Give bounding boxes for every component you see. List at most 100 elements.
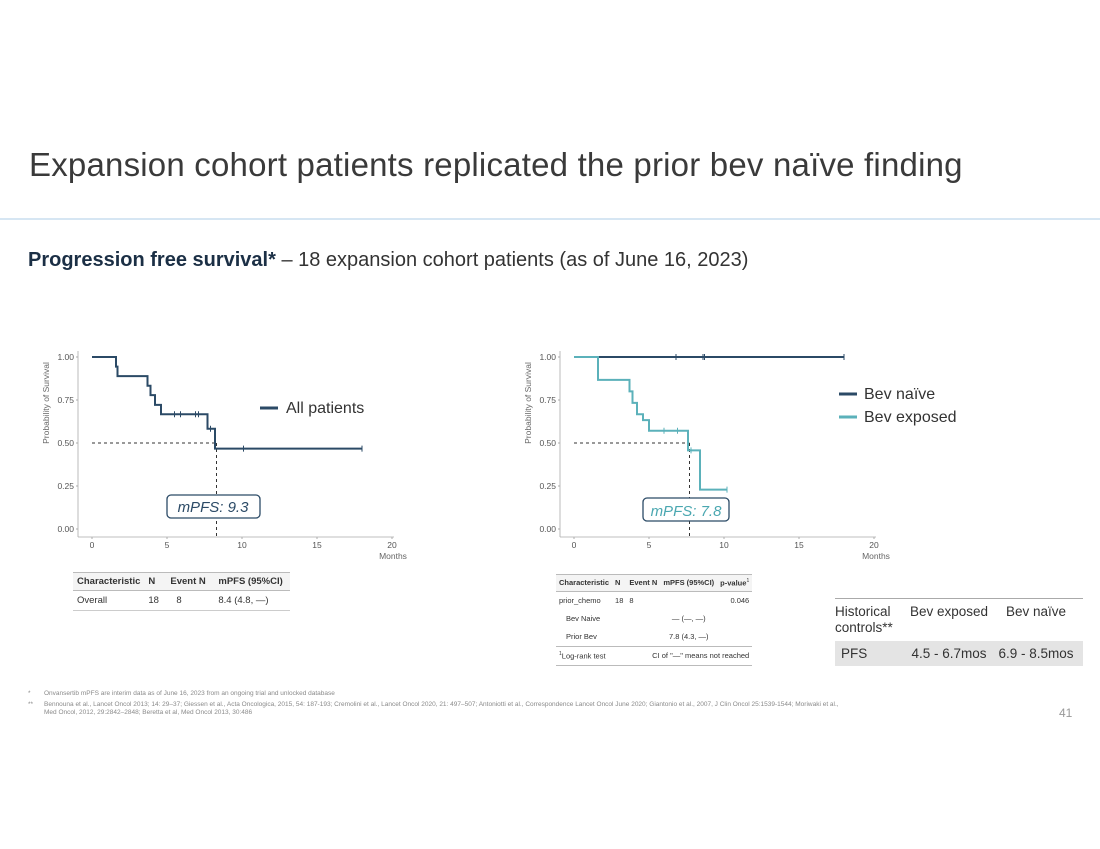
x-tick-label: 20 bbox=[387, 540, 397, 550]
x-tick-label: 0 bbox=[90, 540, 95, 550]
x-tick-label: 5 bbox=[647, 540, 652, 550]
subtitle-rest: – 18 expansion cohort patients (as of Ju… bbox=[275, 249, 749, 271]
historical-header-row: Historical controls** Bev exposed Bev na… bbox=[835, 598, 1083, 641]
footnote-right: CI of "—" means not reached bbox=[626, 645, 753, 666]
table-cell bbox=[626, 610, 660, 628]
y-tick-label: 0.75 bbox=[57, 395, 74, 405]
footnote-mark: ** bbox=[28, 701, 34, 708]
x-tick-label: 10 bbox=[237, 540, 247, 550]
km-chart-bev-status: Probability of Survival 0.00 0.25 0.50 0.75… bbox=[523, 351, 957, 561]
mpfs-label: mPFS: 9.3 bbox=[178, 499, 250, 516]
y-axis-label: Probability of Survival bbox=[41, 362, 51, 444]
table-cell bbox=[626, 628, 660, 647]
footnote-mark: * bbox=[28, 690, 31, 697]
footnote-1: * Onvansertib mPFS are interim data as of… bbox=[28, 690, 335, 697]
km-chart-all-patients: Probability of Survival 0.00 0.25 0.50 0.75… bbox=[41, 351, 407, 561]
x-tick-label: 0 bbox=[572, 540, 577, 550]
x-tick-label: 15 bbox=[794, 540, 804, 550]
y-tick-label: 1.00 bbox=[539, 352, 556, 362]
x-tick-label: 10 bbox=[719, 540, 729, 550]
x-tick-label: 15 bbox=[312, 540, 322, 550]
table-cell bbox=[660, 591, 717, 610]
footnote-text: Log-rank test bbox=[561, 651, 606, 661]
table-cell: 8 bbox=[629, 596, 634, 605]
table-cell: 8.4 (4.8, —) bbox=[214, 590, 291, 611]
table-footnote-row: 1Log-rank test CI of "—" means not reach… bbox=[556, 645, 753, 666]
table-header: mPFS (95%CI) bbox=[214, 572, 291, 591]
table-row: prior_chemo 18 8 0.046 bbox=[556, 591, 752, 610]
table-cell: 7.8 (4.3, —) bbox=[668, 632, 709, 641]
summary-table-overall: Characteristic N Event N mPFS (95%CI) Ov… bbox=[73, 572, 291, 611]
pfs-bev-exposed: 4.5 - 6.7mos bbox=[911, 645, 987, 661]
table-cell: 18 bbox=[144, 590, 167, 611]
header-footnote-mark: 1 bbox=[746, 578, 750, 584]
table-header: N bbox=[144, 572, 167, 591]
x-tick-label: 5 bbox=[165, 540, 170, 550]
legend-label-bev-naive: Bev naïve bbox=[864, 386, 935, 403]
x-axis-label: Months bbox=[862, 551, 890, 561]
y-tick-label: 0.50 bbox=[57, 438, 74, 448]
table-row: Bev Naive — (—, —) bbox=[556, 610, 752, 628]
footnote-left: 1Log-rank test bbox=[556, 645, 627, 666]
table-row: Overall 18 8 8.4 (4.8, —) bbox=[73, 590, 291, 611]
table-cell bbox=[612, 610, 626, 628]
footnote-3: Med Oncol, 2012, 29:2842–2848; Beretta e… bbox=[28, 709, 252, 716]
legend-label-bev-exposed: Bev exposed bbox=[864, 409, 957, 426]
table-cell: prior_chemo bbox=[559, 596, 601, 605]
legend-label: All patients bbox=[286, 400, 364, 417]
pfs-label: PFS bbox=[841, 645, 868, 661]
table-row: Prior Bev 7.8 (4.3, —) bbox=[556, 628, 752, 647]
table-cell: 8 bbox=[166, 590, 215, 611]
y-tick-label: 0.25 bbox=[539, 481, 556, 491]
y-tick-label: 0.00 bbox=[539, 524, 556, 534]
table-cell bbox=[717, 610, 752, 628]
km-curve-1 bbox=[574, 356, 727, 491]
table-header: Event N bbox=[166, 572, 215, 591]
footnote-text: Onvansertib mPFS are interim data as of … bbox=[44, 690, 335, 697]
title-divider bbox=[0, 218, 1100, 220]
table-cell bbox=[612, 628, 626, 647]
legend-bev-exposed: Bev exposed bbox=[839, 409, 957, 426]
y-tick-label: 0.50 bbox=[539, 438, 556, 448]
mpfs-label-box: mPFS: 7.8 bbox=[642, 497, 730, 522]
y-tick-label: 1.00 bbox=[57, 352, 74, 362]
subtitle: Progression free survival* – 18 expansio… bbox=[28, 249, 748, 272]
table-cell: 0.046 bbox=[730, 596, 750, 605]
pfs-bev-naive: 6.9 - 8.5mos bbox=[998, 645, 1074, 661]
table-cell: 18 bbox=[615, 596, 624, 605]
footnote-text: Med Oncol, 2012, 29:2842–2848; Beretta e… bbox=[44, 709, 253, 716]
footnote-2: ** Bennouna et al., Lancet Oncol 2013; 14… bbox=[28, 701, 839, 708]
y-tick-label: 0.75 bbox=[539, 395, 556, 405]
table-cell: Overall bbox=[73, 590, 145, 611]
km-curve-0 bbox=[92, 356, 362, 450]
table-header: Event N bbox=[626, 574, 661, 592]
y-tick-label: 0.00 bbox=[57, 524, 74, 534]
table-header-row: Characteristic N Event N mPFS (95%CI) p-… bbox=[556, 574, 753, 592]
table-header: p-value1 bbox=[717, 574, 753, 592]
table-header: mPFS (95%CI) bbox=[660, 574, 718, 592]
footnote-mark: 1 bbox=[559, 650, 562, 657]
table-cell: Prior Bev bbox=[566, 632, 597, 641]
x-tick-label: 20 bbox=[869, 540, 879, 550]
mpfs-label-box: mPFS: 9.3 bbox=[166, 494, 261, 519]
summary-table-prior-chemo: Characteristic N Event N mPFS (95%CI) p-… bbox=[556, 574, 753, 666]
historical-controls-table: Historical controls** Bev exposed Bev na… bbox=[835, 598, 1083, 666]
historical-col-bev-naive: Bev naïve bbox=[1005, 604, 1067, 619]
subtitle-bold: Progression free survival* bbox=[28, 249, 276, 271]
y-axis-label: Probability of Survival bbox=[523, 362, 533, 444]
legend-bev-naive: Bev naïve bbox=[839, 386, 935, 403]
legend-all-patients: All patients bbox=[260, 400, 364, 417]
footnote-text: Bennouna et al., Lancet Oncol 2013; 14: … bbox=[44, 701, 839, 708]
table-header: Characteristic bbox=[556, 574, 613, 592]
table-cell: — (—, —) bbox=[671, 614, 706, 623]
historical-col-label: Historical controls** bbox=[835, 604, 893, 635]
x-axis-label: Months bbox=[379, 551, 407, 561]
table-header: Characteristic bbox=[73, 572, 145, 591]
table-cell: Bev Naive bbox=[566, 614, 601, 623]
table-cell bbox=[717, 628, 752, 647]
page-title: Expansion cohort patients replicated the… bbox=[29, 146, 963, 183]
historical-col-bev-exposed: Bev exposed bbox=[909, 604, 989, 619]
page-number: 41 bbox=[1059, 706, 1073, 720]
table-header: N bbox=[612, 574, 627, 592]
historical-pfs-row: PFS 4.5 - 6.7mos 6.9 - 8.5mos bbox=[835, 641, 1083, 666]
